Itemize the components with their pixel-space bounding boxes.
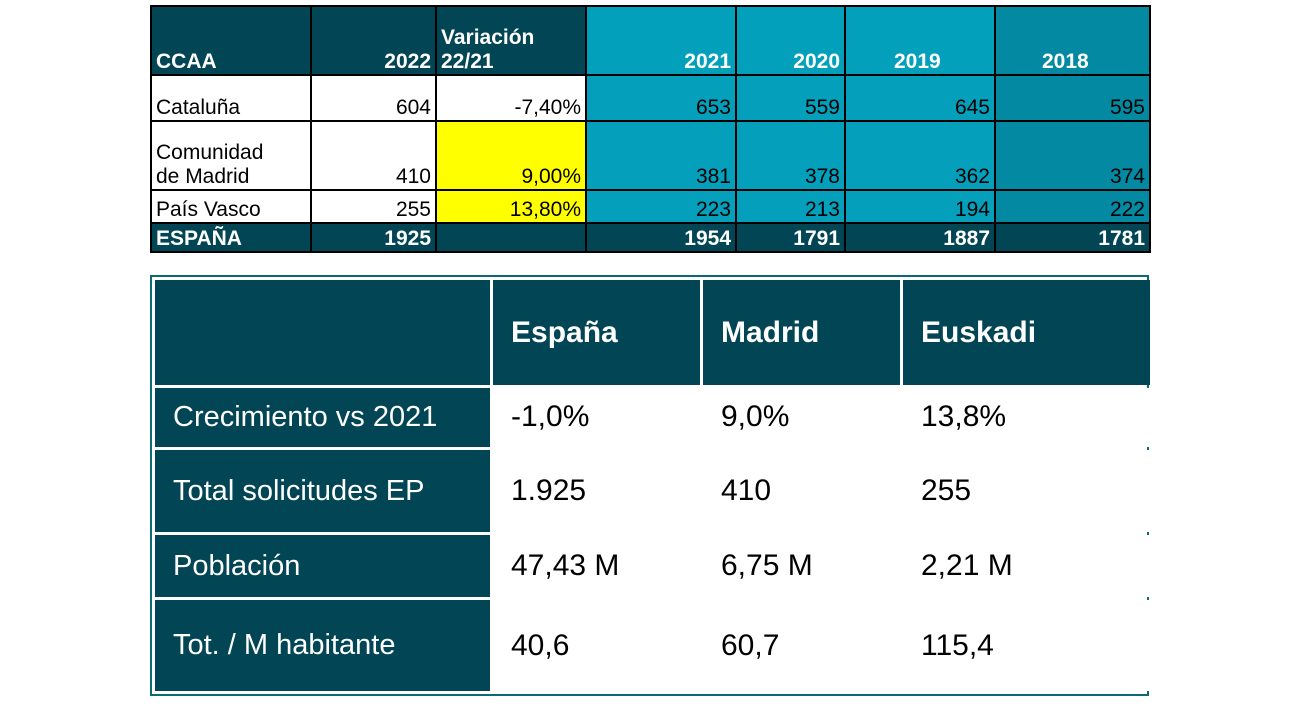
cell-2019: 362 (844, 119, 996, 192)
total-2022: 1925 (310, 221, 437, 254)
cell-2019: 194 (844, 189, 996, 224)
cell-2018: 222 (994, 189, 1151, 224)
header-corner (155, 280, 490, 386)
table-row: Población 47,43 M 6,75 M 2,21 M (155, 535, 1150, 598)
table-row: Cataluña 604 -7,40% 653 559 645 595 (150, 73, 1151, 122)
cell-2021: 223 (585, 189, 737, 224)
cell-2019: 645 (844, 73, 996, 122)
row-label-poblacion: Población (155, 535, 490, 598)
row-name: País Vasco (150, 189, 312, 224)
table-row: Total solicitudes EP 1.925 410 255 (155, 449, 1150, 533)
total-2020: 1791 (735, 221, 846, 254)
cell-2022: 604 (310, 73, 437, 122)
cell-2020: 213 (735, 189, 846, 224)
col-header-variacion-line2: 22/21 (441, 49, 494, 73)
cell-2018: 595 (994, 73, 1151, 122)
col-header-2020: 2020 (735, 5, 846, 76)
table-row: Tot. / M habitante 40,6 60,7 115,4 (155, 600, 1150, 691)
col-header-ccaa: CCAA (150, 5, 312, 76)
total-2018: 1781 (994, 221, 1151, 254)
total-label: ESPAÑA (150, 221, 312, 254)
cell-madrid: 9,0% (703, 388, 900, 447)
cell-2022: 410 (310, 119, 437, 192)
cell-2021: 653 (585, 73, 737, 122)
col-header-2022: 2022 (310, 5, 437, 76)
cell-2020: 378 (735, 119, 846, 192)
cell-variacion-highlighted: 9,00% (435, 119, 587, 192)
cell-madrid: 410 (703, 449, 900, 533)
cell-euskadi: 115,4 (903, 600, 1150, 691)
table-row: País Vasco 255 13,80% 223 213 194 222 (150, 189, 1151, 224)
cell-2021: 381 (585, 119, 737, 192)
summary-table: España Madrid Euskadi Crecimiento vs 202… (152, 277, 1153, 694)
col-header-variacion: Variación 22/21 (435, 5, 587, 76)
total-2019: 1887 (844, 221, 996, 254)
cell-2022: 255 (310, 189, 437, 224)
row-name-line2: de Madrid (156, 165, 250, 189)
cell-espana: -1,0% (493, 388, 700, 447)
col-header-variacion-line1: Variación (441, 25, 535, 49)
cell-euskadi: 13,8% (903, 388, 1150, 447)
cell-madrid: 6,75 M (703, 535, 900, 598)
ccaa-table: CCAA 2022 Variación 22/21 2021 2020 2019… (150, 5, 1151, 254)
total-variacion (435, 221, 587, 254)
cell-espana: 40,6 (493, 600, 700, 691)
total-2021: 1954 (585, 221, 737, 254)
col-header-2018: 2018 (994, 5, 1151, 76)
total-row: ESPAÑA 1925 1954 1791 1887 1781 (150, 221, 1151, 254)
row-label-tot-habitante: Tot. / M habitante (155, 600, 490, 691)
table-row: Comunidad de Madrid 410 9,00% 381 378 36… (150, 119, 1151, 192)
cell-2020: 559 (735, 73, 846, 122)
header-euskadi: Euskadi (903, 280, 1150, 386)
table-row: Crecimiento vs 2021 -1,0% 9,0% 13,8% (155, 388, 1150, 447)
cell-madrid: 60,7 (703, 600, 900, 691)
cell-espana: 47,43 M (493, 535, 700, 598)
col-header-2019: 2019 (844, 5, 996, 76)
row-name: Cataluña (150, 73, 312, 122)
cell-euskadi: 2,21 M (903, 535, 1150, 598)
header-espana: España (493, 280, 700, 386)
summary-table-frame: España Madrid Euskadi Crecimiento vs 202… (150, 275, 1150, 696)
cell-euskadi: 255 (903, 449, 1150, 533)
row-label-crecimiento: Crecimiento vs 2021 (155, 388, 490, 447)
row-label-total-solicitudes: Total solicitudes EP (155, 449, 490, 533)
row-name: Comunidad de Madrid (150, 119, 312, 192)
cell-variacion: -7,40% (435, 73, 587, 122)
ccaa-header-row: CCAA 2022 Variación 22/21 2021 2020 2019… (150, 5, 1151, 76)
cell-espana: 1.925 (493, 449, 700, 533)
row-name-line1: Comunidad (156, 141, 264, 165)
cell-variacion-highlighted: 13,80% (435, 189, 587, 224)
col-header-2021: 2021 (585, 5, 737, 76)
cell-2018: 374 (994, 119, 1151, 192)
header-madrid: Madrid (703, 280, 900, 386)
summary-header-row: España Madrid Euskadi (155, 280, 1150, 386)
